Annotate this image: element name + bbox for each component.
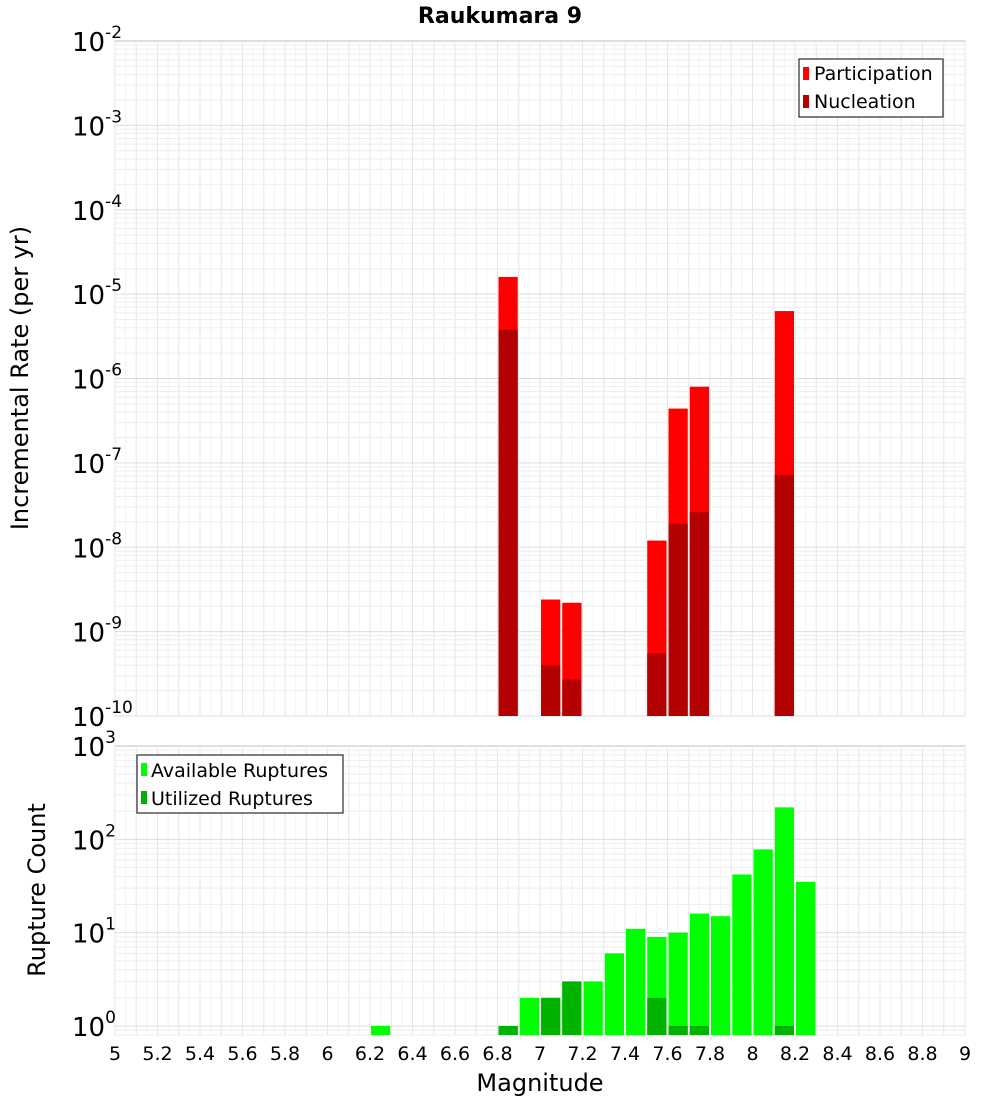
legend-swatch-utilized [141, 791, 147, 804]
bar-available-ruptures [689, 913, 709, 1035]
bar-utilized-ruptures [562, 981, 582, 1035]
bar-nucleation [562, 679, 582, 716]
top-y-tick-label: 10-4 [72, 192, 122, 227]
x-tick-label: 7.2 [567, 1043, 597, 1065]
x-tick-label: 8.8 [907, 1043, 937, 1065]
bottom-y-tick-label: 102 [72, 821, 116, 856]
legend-swatch-available [141, 763, 147, 776]
bottom-y-tick-label: 103 [72, 728, 116, 763]
x-tick-label: 9 [959, 1043, 971, 1065]
bar-utilized-ruptures [498, 1025, 518, 1035]
bar-nucleation [668, 523, 688, 716]
top-grid [114, 41, 966, 717]
x-ticks: 5 5.2 5.4 5.6 5.8 6 6.2 6.4 6.6 6.8 7 7.2 7.4 7.6 7.8 8… [109, 1043, 971, 1065]
top-legend-box [798, 58, 944, 118]
bar-utilized-ruptures [647, 997, 667, 1035]
bar-available-ruptures [371, 1025, 391, 1035]
bar-available-ruptures [668, 932, 688, 1035]
bar-nucleation [498, 329, 518, 716]
bar-available-ruptures [796, 881, 816, 1035]
bar-utilized-ruptures [541, 997, 561, 1035]
x-tick-label: 8.2 [780, 1043, 810, 1065]
bar-utilized-ruptures [774, 1025, 794, 1035]
legend-label-available: Available Ruptures [151, 760, 328, 782]
bottom-y-tick-label: 100 [72, 1008, 116, 1043]
bottom-y-axis-label: Rupture Count [23, 803, 51, 977]
x-tick-label: 5.2 [142, 1043, 172, 1065]
bar-available-ruptures [711, 916, 731, 1035]
bar-nucleation [647, 653, 667, 716]
bottom-legend: Available Ruptures Utilized Ruptures [136, 754, 344, 814]
top-y-tick-label: 10-10 [72, 698, 133, 733]
bar-utilized-ruptures [668, 1025, 688, 1035]
bottom-y-ticks: 100 101 102 103 [72, 728, 116, 1043]
bottom-bars [371, 807, 816, 1035]
bar-nucleation [689, 512, 709, 716]
top-y-tick-label: 10-3 [72, 107, 122, 142]
x-axis-label: Magnitude [476, 1069, 603, 1097]
x-tick-label: 8 [746, 1043, 758, 1065]
x-tick-label: 7.4 [610, 1043, 640, 1065]
bar-available-ruptures [774, 807, 794, 1035]
x-tick-label: 7 [534, 1043, 546, 1065]
x-tick-label: 5.8 [270, 1043, 300, 1065]
x-tick-label: 7.6 [652, 1043, 682, 1065]
bar-available-ruptures [626, 928, 646, 1035]
bar-utilized-ruptures [689, 1025, 709, 1035]
top-legend: Participation Nucleation [798, 58, 944, 118]
x-tick-label: 6 [321, 1043, 333, 1065]
x-tick-label: 7.8 [695, 1043, 725, 1065]
top-bars [498, 276, 794, 716]
x-tick-label: 5.4 [185, 1043, 215, 1065]
bar-available-ruptures [753, 849, 773, 1035]
x-tick-label: 8.4 [822, 1043, 852, 1065]
bar-available-ruptures [583, 981, 603, 1035]
bottom-panel: 100 101 102 103 Rupture Count Available Rup… [23, 728, 971, 1097]
legend-swatch-participation [803, 67, 809, 80]
bar-available-ruptures [519, 997, 539, 1035]
top-y-axis-label: Incremental Rate (per yr) [6, 226, 34, 530]
chart-title: Raukumara 9 [418, 4, 582, 29]
x-tick-label: 5 [109, 1043, 121, 1065]
legend-swatch-nucleation [803, 95, 809, 108]
x-tick-label: 6.4 [397, 1043, 427, 1065]
x-tick-label: 6.2 [355, 1043, 385, 1065]
legend-label-utilized: Utilized Ruptures [151, 788, 313, 810]
x-tick-label: 8.6 [865, 1043, 895, 1065]
bar-nucleation [774, 474, 794, 716]
bar-available-ruptures [732, 874, 752, 1035]
bottom-legend-box [136, 754, 344, 814]
legend-label-nucleation: Nucleation [814, 91, 916, 113]
x-tick-label: 6.6 [440, 1043, 470, 1065]
x-tick-label: 6.8 [482, 1043, 512, 1065]
bottom-y-tick-label: 101 [72, 915, 116, 950]
x-tick-label: 5.6 [227, 1043, 257, 1065]
bar-available-ruptures [604, 953, 624, 1035]
legend-label-participation: Participation [814, 63, 933, 85]
bar-nucleation [541, 665, 561, 716]
